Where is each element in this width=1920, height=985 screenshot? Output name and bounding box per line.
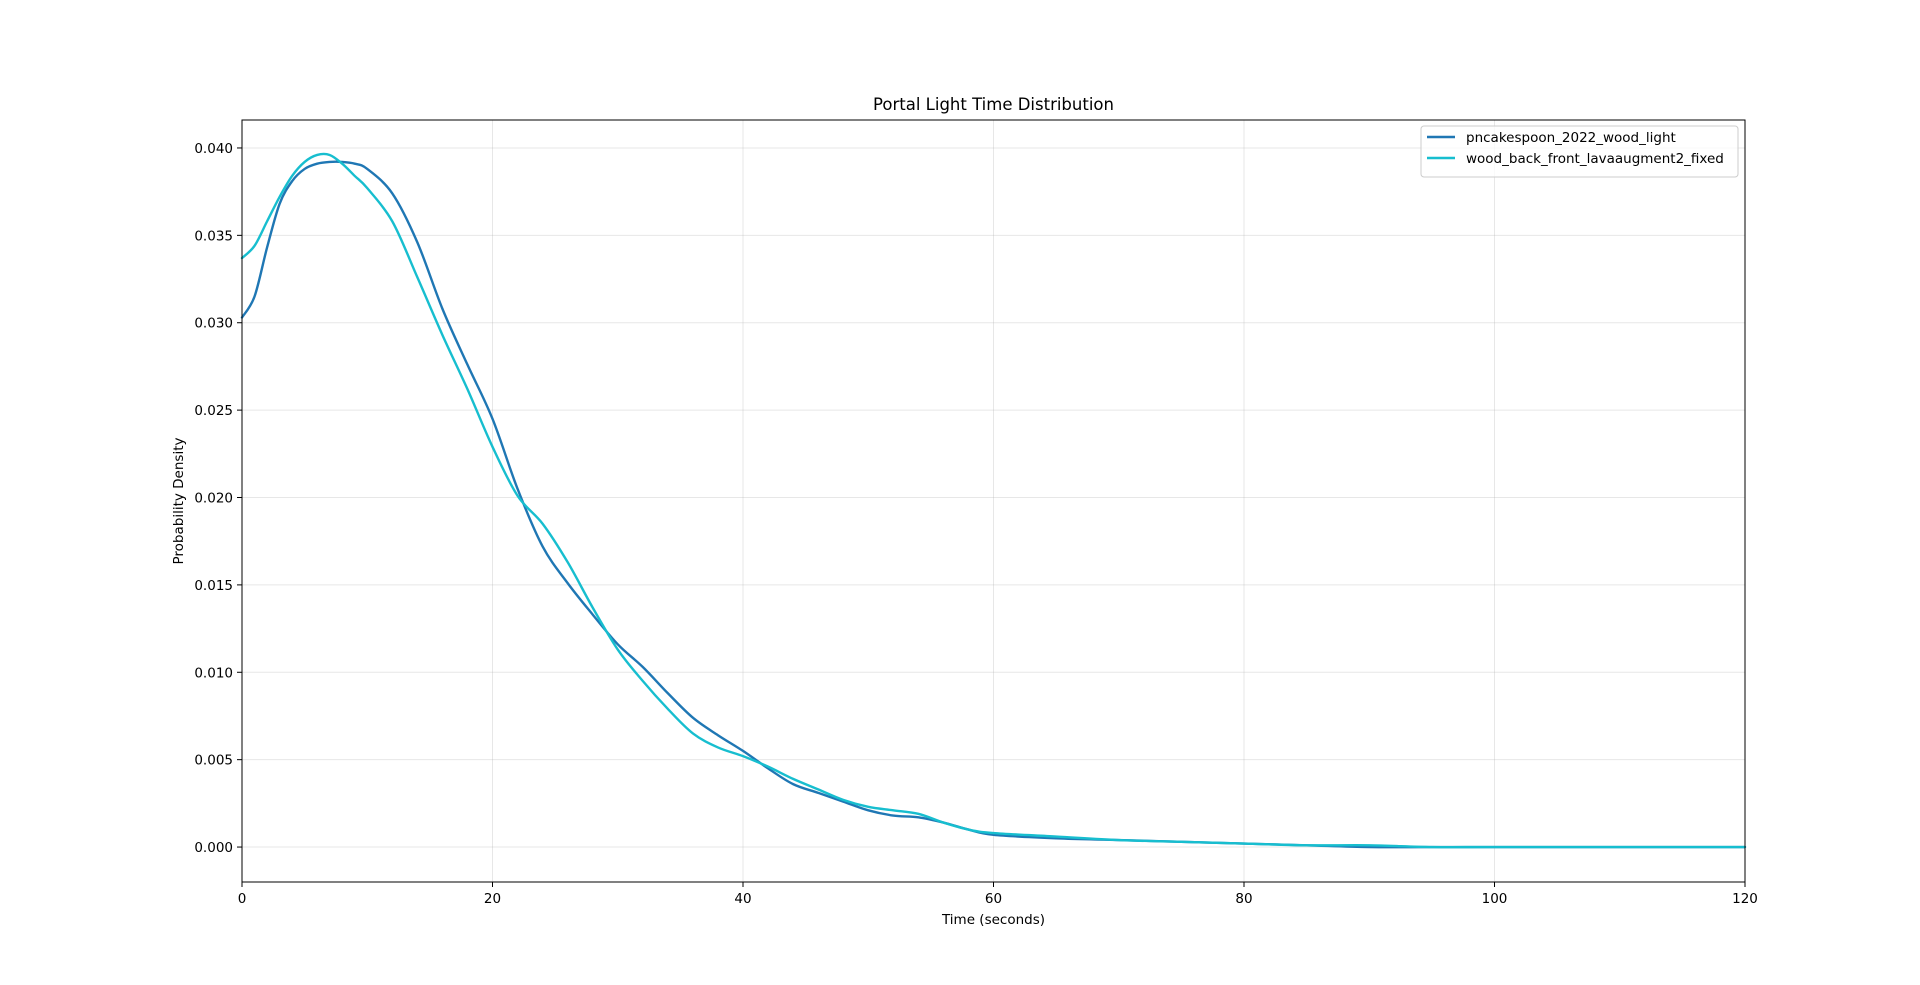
x-tick-label: 100 — [1482, 891, 1508, 907]
x-axis-label: Time (seconds) — [941, 912, 1045, 928]
legend-label: pncakespoon_2022_wood_light — [1466, 130, 1676, 146]
y-tick-label: 0.000 — [194, 840, 233, 856]
y-tick-label: 0.030 — [194, 316, 233, 332]
x-tick-label: 0 — [238, 891, 247, 907]
series-line-2 — [240, 152, 1747, 849]
y-tick-label: 0.015 — [194, 578, 233, 594]
plot-area — [242, 120, 1745, 882]
x-tick-label: 120 — [1732, 891, 1758, 907]
y-tick-label: 0.040 — [194, 141, 233, 157]
chart-title: Portal Light Time Distribution — [873, 95, 1114, 114]
legend: pncakespoon_2022_wood_light wood_back_fro… — [1420, 125, 1739, 178]
y-tick-label: 0.025 — [194, 403, 233, 419]
x-axis: 0 20 40 60 80 100 120 — [238, 882, 1758, 907]
x-tick-label: 60 — [985, 891, 1002, 907]
series-lines — [240, 152, 1747, 849]
x-tick-label: 20 — [484, 891, 501, 907]
y-axis-label: Probability Density — [171, 438, 187, 565]
y-tick-label: 0.005 — [194, 753, 233, 769]
legend-box — [1420, 125, 1739, 178]
y-tick-label: 0.020 — [194, 491, 233, 507]
x-tick-label: 80 — [1235, 891, 1252, 907]
legend-label: wood_back_front_lavaaugment2_fixed — [1466, 151, 1724, 167]
y-axis: 0.000 0.005 0.010 0.015 0.020 0.025 0.030 0.035… — [194, 141, 242, 856]
y-tick-label: 0.035 — [194, 228, 233, 244]
x-tick-label: 40 — [734, 891, 751, 907]
y-tick-label: 0.010 — [194, 665, 233, 681]
